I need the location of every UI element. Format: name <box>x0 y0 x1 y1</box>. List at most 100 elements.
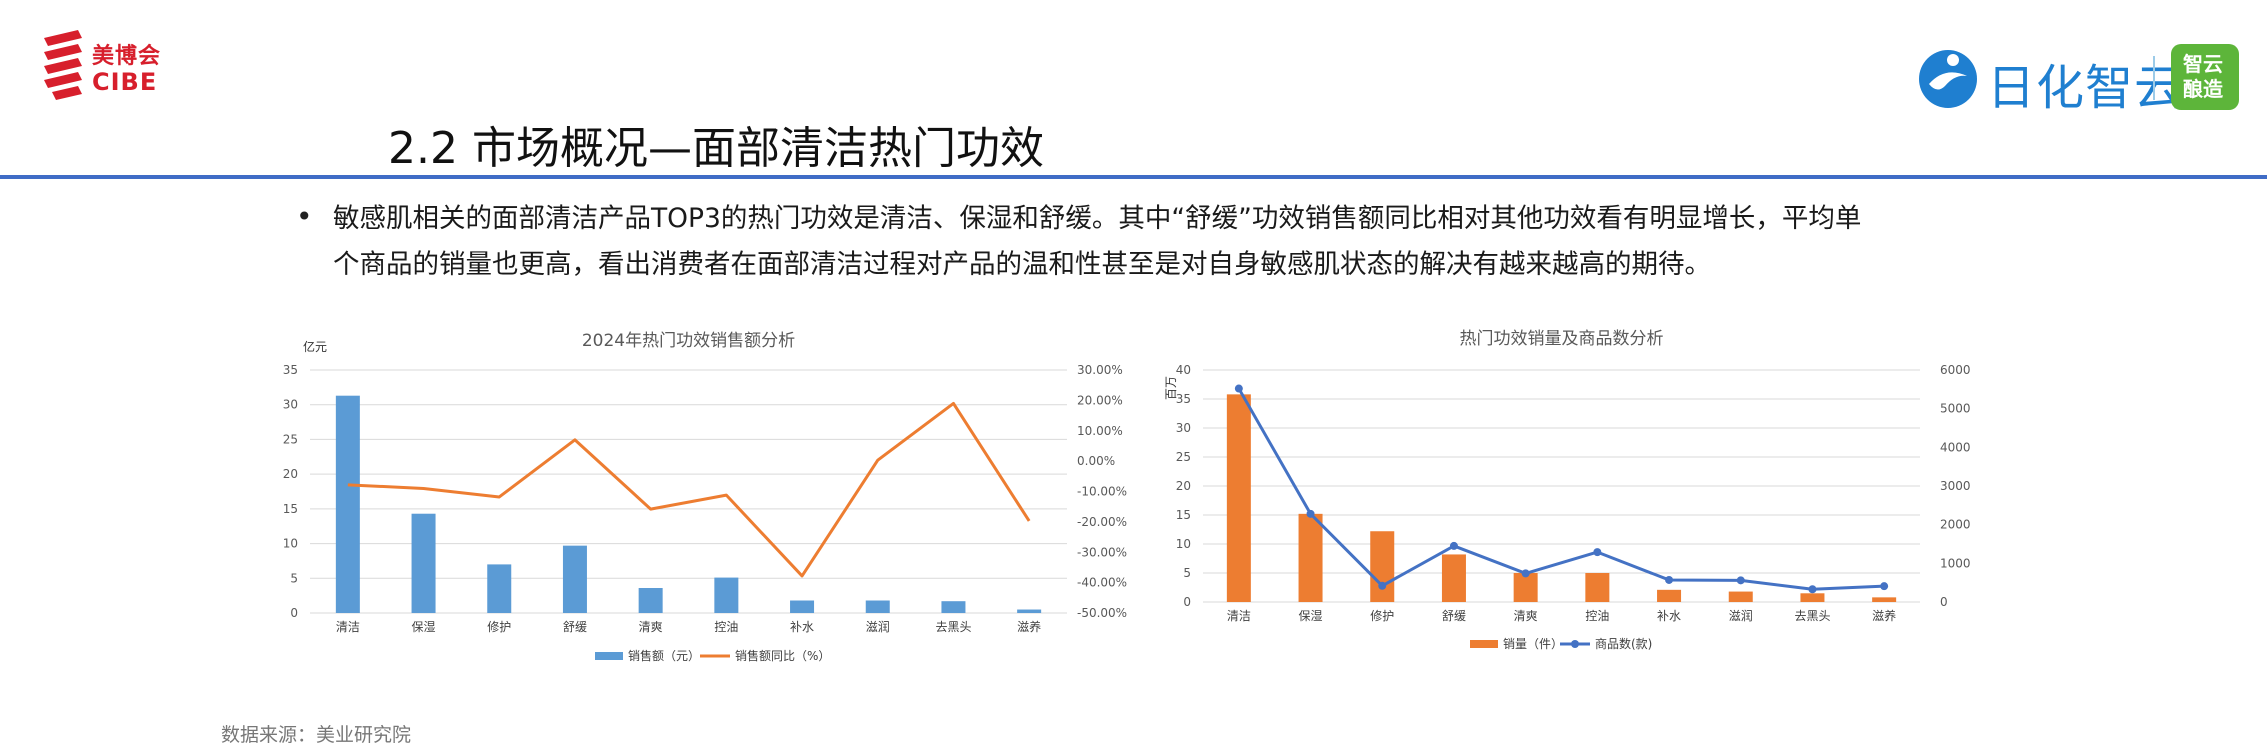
bar <box>1800 593 1825 602</box>
bar <box>1872 597 1897 602</box>
x-tick-label: 滋养 <box>1872 608 1896 623</box>
y-right-tick-label: 2000 <box>1940 518 1971 532</box>
legend-bar-swatch <box>595 652 623 660</box>
y-right-tick-label: 30.00% <box>1077 363 1123 377</box>
y-right-tick-label: 0.00% <box>1077 454 1115 468</box>
y-left-tick-label: 20 <box>283 467 298 481</box>
y-right-tick-label: 0 <box>1940 595 1948 609</box>
line-point <box>1449 541 1458 550</box>
y-left-tick-label: 30 <box>1176 421 1191 435</box>
y-left-tick-label: 40 <box>1176 363 1191 377</box>
bar <box>1513 573 1538 602</box>
series-line <box>1237 387 1885 591</box>
bar <box>562 545 587 613</box>
y-left-tick-label: 10 <box>283 537 298 551</box>
y-left-tick-label: 35 <box>283 363 298 377</box>
page-title: 2.2 市场概况—面部清洁热门功效 <box>388 123 1044 174</box>
bar <box>1657 589 1682 602</box>
y-right-tick-label: 5000 <box>1940 402 1971 416</box>
y-left-tick-label: 25 <box>283 432 298 446</box>
bar <box>790 600 815 613</box>
bar <box>1441 554 1466 602</box>
x-tick-label: 舒缓 <box>1442 609 1466 623</box>
x-tick-label: 修护 <box>1370 608 1394 623</box>
x-tick-label: 控油 <box>1585 609 1609 623</box>
bar <box>487 564 512 613</box>
y-left-tick-label: 15 <box>1176 508 1191 522</box>
legend-line-label: 销售额同比（%） <box>735 648 830 663</box>
sales-chart: 2024年热门功效销售额分析 亿元 0 5 10 15 20 25 30 35 -50.00% -40… <box>283 331 1127 663</box>
x-tick-label: 去黑头 <box>935 620 971 634</box>
line-point <box>1378 581 1387 590</box>
x-tick-label: 修护 <box>487 619 511 634</box>
y-left-tick-label: 10 <box>1176 537 1191 551</box>
badge-text-top: 智云 <box>2183 52 2223 76</box>
line-point <box>1736 576 1745 585</box>
data-source: 数据来源：美业研究院 <box>221 724 412 746</box>
x-tick-label: 清洁 <box>336 620 360 634</box>
x-tick-label: 清洁 <box>1227 609 1251 623</box>
bar <box>865 600 890 613</box>
y-left-tick-label: 5 <box>1183 566 1191 580</box>
summary-line-2: 个商品的销量也更高，看出消费者在面部清洁过程对产品的温和性甚至是对自身敏感肌状态… <box>333 249 1711 280</box>
x-tick-label: 清爽 <box>1514 609 1538 623</box>
bar <box>1017 609 1042 613</box>
rihua-zhiyun-logo: 日化智云 智云 酿造 <box>1915 44 2245 116</box>
y-left-tick-label: 20 <box>1176 479 1191 493</box>
badge-text-bottom: 酿造 <box>2183 77 2223 101</box>
legend-bar-swatch <box>1470 640 1498 648</box>
bar <box>1728 591 1753 602</box>
line-point <box>1306 509 1315 518</box>
line-point <box>1880 582 1889 591</box>
y-right-tick-label: -10.00% <box>1077 485 1127 499</box>
logo-en-text: CIBE <box>92 68 158 96</box>
summary-paragraph: 敏感肌相关的面部清洁产品TOP3的热门功效是清洁、保湿和舒缓。其中“舒缓”功效销… <box>333 196 1923 288</box>
bar <box>714 577 739 613</box>
slide-header: 美博会 CIBE 日化智云 智云 酿造 2.2 市场概况—面部清洁热门功效 <box>0 0 2267 180</box>
x-tick-label: 保湿 <box>412 619 436 634</box>
legend-bar-label: 销售额（元） <box>628 648 700 663</box>
y-right-tick-label: 4000 <box>1940 440 1971 454</box>
y-right-tick-label: -40.00% <box>1077 576 1127 590</box>
bar <box>1226 394 1251 602</box>
x-tick-label: 补水 <box>790 620 814 634</box>
logo-cn-text: 美博会 <box>92 44 162 69</box>
brand-badge: 智云 酿造 <box>2171 44 2239 110</box>
cibe-logo: 美博会 CIBE <box>40 30 170 105</box>
x-tick-label: 滋养 <box>1017 619 1041 634</box>
logo-divider <box>2153 56 2155 100</box>
y-right-tick-label: 20.00% <box>1077 393 1123 407</box>
x-tick-label: 滋润 <box>866 620 890 634</box>
y-right-tick-label: -30.00% <box>1077 545 1127 559</box>
line-point <box>1665 575 1674 584</box>
legend-line-marker <box>1571 640 1579 648</box>
y-left-tick-label: 5 <box>290 571 298 585</box>
line-point <box>1808 585 1817 594</box>
legend-bar-label: 销量（件） <box>1503 637 1563 651</box>
y-left-tick-label: 15 <box>283 502 298 516</box>
bar <box>1585 573 1610 602</box>
y-right-tick-label: 10.00% <box>1077 424 1123 438</box>
cloud-drop-icon <box>1919 50 1977 108</box>
x-tick-label: 清爽 <box>639 620 663 634</box>
chart-title: 热门功效销量及商品数分析 <box>1460 329 1664 349</box>
summary-line-1: 敏感肌相关的面部清洁产品TOP3的热门功效是清洁、保湿和舒缓。其中“舒缓”功效销… <box>333 203 1862 234</box>
x-tick-label: 补水 <box>1657 609 1681 623</box>
bullet-marker: • <box>296 200 313 233</box>
y-left-tick-label: 0 <box>1183 595 1191 609</box>
bar <box>1298 513 1323 602</box>
brand-text: 日化智云 <box>1987 60 2184 116</box>
bar <box>1370 531 1395 602</box>
line-point <box>1593 548 1602 557</box>
x-tick-label: 控油 <box>714 620 738 634</box>
y-left-tick-label: 35 <box>1176 392 1191 406</box>
y-left-tick-label: 25 <box>1176 450 1191 464</box>
bar <box>638 588 663 613</box>
y-unit-label: 百万 <box>1164 376 1178 400</box>
chart-title: 2024年热门功效销售额分析 <box>582 331 795 351</box>
title-divider <box>0 175 2267 179</box>
bar <box>941 601 966 613</box>
line-point <box>1234 384 1243 393</box>
y-right-tick-label: -20.00% <box>1077 515 1127 529</box>
x-tick-label: 保湿 <box>1299 608 1323 623</box>
